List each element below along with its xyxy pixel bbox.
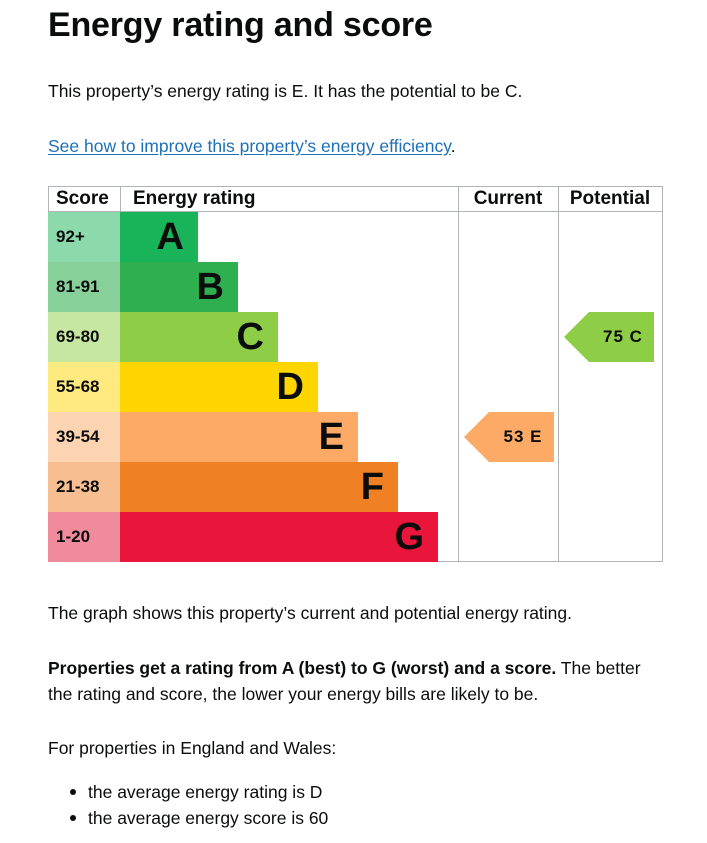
band-score-g: 1-20: [48, 512, 120, 562]
current-header: Current: [473, 188, 543, 209]
rating-summary: This property’s energy rating is E. It h…: [48, 81, 523, 101]
band-bar-b: B: [120, 262, 238, 312]
graph-right-border: [662, 186, 663, 562]
band-letter-b: B: [196, 266, 224, 308]
band-bar-g: G: [120, 512, 438, 562]
improve-paragraph: See how to improve this property’s energ…: [48, 133, 456, 159]
band-bar-a: A: [120, 212, 198, 262]
band-letter-d: D: [276, 366, 304, 408]
improve-suffix: .: [450, 136, 456, 156]
averages-list: the average energy rating is D the avera…: [68, 779, 328, 831]
potential-rating-label: 75 C: [603, 327, 643, 346]
rating-explanation: Properties get a rating from A (best) to…: [48, 655, 668, 707]
potential-arrow-shape: [564, 312, 654, 362]
score-header: Score: [56, 188, 109, 209]
current-rating-label: 53 E: [503, 427, 543, 446]
list-item: the average energy score is 60: [68, 805, 328, 831]
current-rating-arrow: 53 E: [464, 412, 554, 462]
band-bar-e: E: [120, 412, 358, 462]
rating-explanation-rest: The better the rating and score, the low…: [48, 658, 641, 704]
band-bar-c: C: [120, 312, 278, 362]
graph-top-border: [48, 186, 663, 187]
band-score-d: 55-68: [48, 362, 120, 412]
band-letter-f: F: [360, 466, 384, 508]
band-score-c: 69-80: [48, 312, 120, 362]
band-score-f: 21-38: [48, 462, 120, 512]
band-letter-c: C: [236, 316, 264, 358]
current-arrow-shape: [464, 412, 554, 462]
energy-rating-header: Energy rating: [133, 188, 256, 209]
band-score-b: 81-91: [48, 262, 120, 312]
improve-efficiency-link[interactable]: See how to improve this property’s energ…: [48, 136, 451, 156]
energy-rating-graph: Score Energy rating Current Potential 92…: [48, 186, 663, 562]
rating-explanation-bold: Properties get a rating from A (best) to…: [48, 658, 557, 678]
potential-column-divider: [558, 186, 559, 562]
band-letter-e: E: [318, 416, 344, 458]
potential-rating-arrow: 75 C: [564, 312, 654, 362]
band-letter-a: A: [156, 216, 184, 258]
page-title: Energy rating and score: [48, 6, 433, 44]
band-score-a: 92+: [48, 212, 120, 262]
current-column-divider: [458, 186, 459, 562]
score-column-divider: [120, 186, 121, 212]
band-bar-f: F: [120, 462, 398, 512]
band-letter-g: G: [394, 516, 424, 558]
band-bar-d: D: [120, 362, 318, 412]
potential-header: Potential: [569, 188, 651, 209]
england-wales-intro: For properties in England and Wales:: [48, 738, 337, 758]
list-item: the average energy rating is D: [68, 779, 328, 805]
band-score-e: 39-54: [48, 412, 120, 462]
graph-header-divider: [48, 211, 663, 212]
graph-description: The graph shows this property’s current …: [48, 603, 573, 623]
